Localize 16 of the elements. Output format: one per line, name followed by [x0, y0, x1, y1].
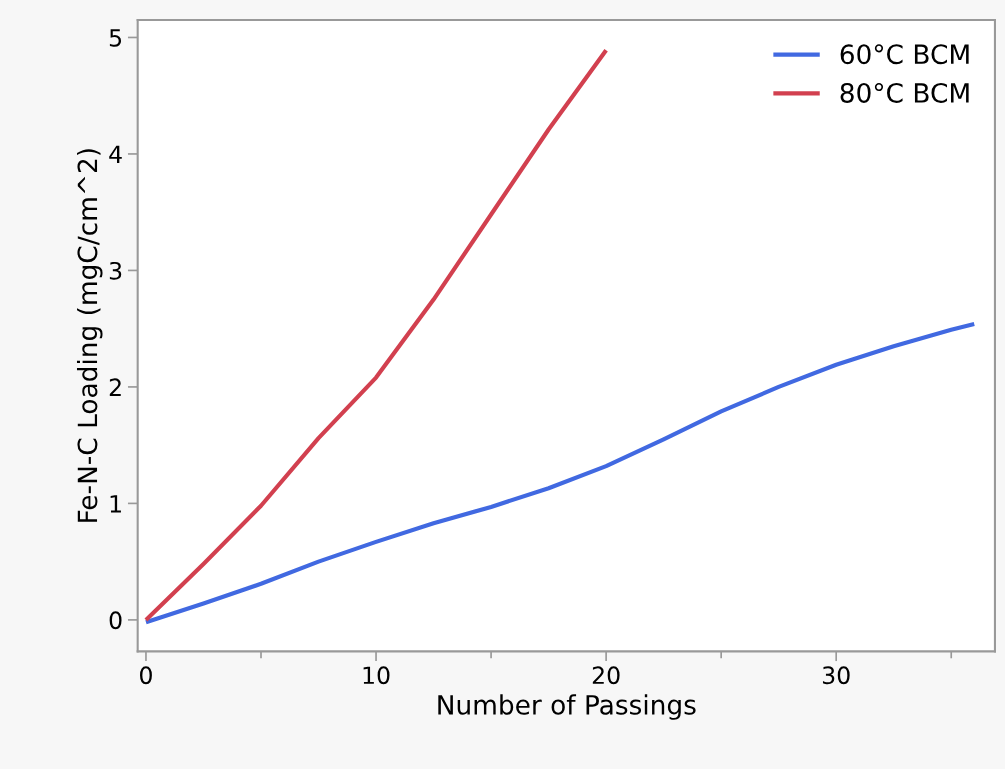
y-tick-label: 2: [109, 378, 121, 396]
y-tick-label: 5: [109, 29, 122, 47]
x-tick-label: 10: [363, 666, 390, 685]
y-tick-label: 1: [110, 495, 121, 513]
legend-label: 60°C BCM: [840, 44, 969, 65]
y-tick-label: 3: [109, 261, 122, 280]
x-axis-title: Number of Passings: [438, 694, 696, 720]
y-tick-label: 4: [109, 145, 122, 163]
legend-label: 80°C BCM: [840, 82, 969, 103]
line-series: [143, 48, 609, 622]
y-axis-title: Fe-N-C Loading (mgC/cm^2): [76, 149, 103, 522]
x-tick-label: 30: [822, 666, 850, 685]
line-series: [143, 321, 977, 625]
x-tick-label: 0: [140, 666, 152, 685]
y-tick-label: 0: [109, 611, 122, 630]
x-tick-label: 20: [592, 666, 620, 685]
